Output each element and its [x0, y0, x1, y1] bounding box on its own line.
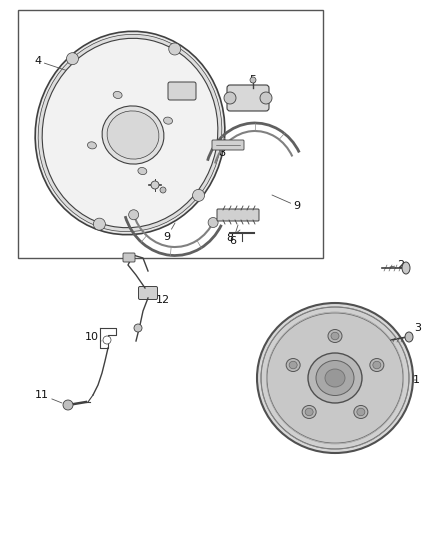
Text: 3: 3 — [410, 323, 421, 337]
Ellipse shape — [35, 31, 225, 235]
Circle shape — [169, 43, 181, 55]
Text: 6: 6 — [230, 225, 238, 246]
Ellipse shape — [354, 406, 368, 418]
Circle shape — [67, 53, 78, 64]
Text: 12: 12 — [152, 293, 170, 305]
Ellipse shape — [316, 360, 354, 395]
Text: 8: 8 — [219, 143, 228, 158]
Ellipse shape — [328, 329, 342, 343]
Ellipse shape — [402, 262, 410, 274]
FancyBboxPatch shape — [123, 253, 135, 262]
FancyBboxPatch shape — [138, 287, 158, 300]
Circle shape — [103, 336, 111, 344]
Text: 10: 10 — [85, 332, 102, 342]
Ellipse shape — [331, 332, 339, 340]
Ellipse shape — [289, 361, 297, 369]
Ellipse shape — [113, 91, 122, 99]
Text: 5: 5 — [250, 75, 257, 91]
Text: 4: 4 — [35, 56, 80, 75]
Ellipse shape — [308, 353, 362, 403]
Ellipse shape — [42, 38, 218, 228]
Circle shape — [93, 218, 106, 230]
Circle shape — [224, 92, 236, 104]
Ellipse shape — [286, 359, 300, 372]
Circle shape — [129, 210, 139, 220]
Ellipse shape — [261, 307, 409, 449]
Ellipse shape — [305, 408, 313, 416]
Ellipse shape — [38, 34, 222, 232]
FancyBboxPatch shape — [227, 85, 269, 111]
FancyBboxPatch shape — [217, 209, 259, 221]
Bar — [18, 10, 323, 258]
Ellipse shape — [357, 408, 365, 416]
Ellipse shape — [88, 142, 96, 149]
Ellipse shape — [102, 106, 164, 164]
Text: 11: 11 — [35, 390, 62, 403]
Ellipse shape — [267, 313, 403, 443]
Circle shape — [250, 77, 256, 83]
Ellipse shape — [107, 111, 159, 159]
Circle shape — [134, 324, 142, 332]
Ellipse shape — [138, 167, 147, 175]
FancyBboxPatch shape — [212, 140, 244, 150]
Text: 7: 7 — [111, 193, 145, 218]
Ellipse shape — [325, 369, 345, 387]
Ellipse shape — [163, 117, 173, 124]
Text: 9: 9 — [272, 195, 300, 211]
Text: 9: 9 — [163, 223, 175, 242]
Circle shape — [63, 400, 73, 410]
Ellipse shape — [370, 359, 384, 372]
Circle shape — [160, 187, 166, 193]
Circle shape — [151, 181, 159, 189]
Ellipse shape — [257, 303, 413, 453]
Circle shape — [193, 189, 205, 201]
Circle shape — [260, 92, 272, 104]
Ellipse shape — [405, 332, 413, 342]
Ellipse shape — [259, 377, 411, 395]
Ellipse shape — [302, 406, 316, 418]
Ellipse shape — [373, 361, 381, 369]
Text: 8: 8 — [226, 230, 240, 243]
FancyBboxPatch shape — [168, 82, 196, 100]
Circle shape — [208, 217, 218, 228]
Text: 2: 2 — [390, 260, 405, 270]
Text: 1: 1 — [413, 375, 420, 385]
